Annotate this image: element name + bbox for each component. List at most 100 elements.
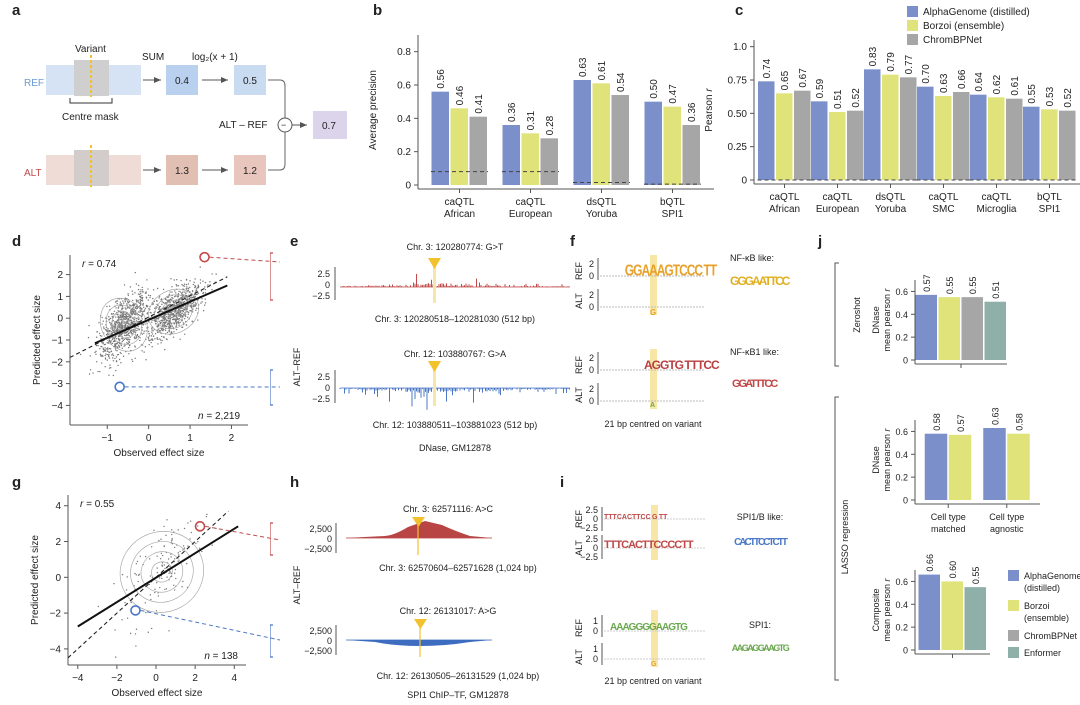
data-point: [115, 369, 117, 372]
data-point: [171, 296, 173, 299]
data-point: [199, 266, 201, 268]
data-point: [126, 617, 129, 619]
data-point: [132, 304, 134, 306]
data-point: [173, 589, 176, 591]
data-point: [137, 325, 139, 328]
data-point: [197, 292, 199, 295]
y-tick-label: 4: [55, 501, 61, 512]
data-point: [135, 305, 137, 308]
data-point: [126, 307, 128, 309]
data-point: [153, 300, 156, 303]
data-point: [117, 306, 120, 308]
bar: [935, 96, 952, 180]
bar: [970, 94, 987, 180]
data-point: [131, 330, 133, 332]
data-point: [177, 529, 179, 531]
x-axis-label: Observed effect size: [112, 688, 203, 699]
data-point: [114, 344, 116, 346]
data-point: [124, 307, 126, 309]
y-tick-label: 0: [903, 356, 908, 366]
data-point: [128, 304, 130, 306]
data-point: [120, 352, 122, 355]
data-point: [165, 534, 167, 537]
data-point: [195, 307, 198, 309]
data-point: [129, 316, 132, 319]
data-point: [134, 332, 137, 334]
data-point: [170, 553, 172, 555]
data-point: [169, 303, 172, 306]
i-row-label: ALT: [574, 649, 584, 665]
data-point: [183, 300, 185, 303]
data-point: [111, 354, 113, 356]
data-point: [181, 297, 184, 300]
data-point: [176, 278, 178, 281]
data-point: [201, 550, 203, 553]
x-tick-label: 2: [192, 673, 198, 684]
legend-swatch: [1008, 570, 1019, 581]
data-point: [167, 322, 169, 325]
x-tick-label: −1: [102, 433, 114, 444]
h-top-ytick: −2,500: [304, 544, 332, 554]
data-point: [171, 332, 173, 334]
f-bottom-variant-highlight: [650, 349, 657, 409]
bar: [502, 125, 520, 185]
x-tick-label: Cell type: [931, 512, 966, 522]
data-point: [137, 580, 139, 583]
x-tick-label: 4: [231, 673, 237, 684]
data-point: [158, 540, 160, 542]
data-point: [194, 293, 196, 296]
y-tick-label: 0: [405, 181, 411, 192]
i-ytick: 0: [593, 654, 598, 664]
data-point: [172, 336, 175, 338]
h-bottom-region: Chr. 12: 26130505–26131529 (1,024 bp): [377, 671, 540, 681]
data-point: [110, 313, 113, 315]
data-point: [146, 312, 149, 314]
data-point: [166, 331, 169, 334]
data-point: [141, 329, 143, 331]
data-point: [139, 309, 141, 312]
data-point: [115, 329, 118, 332]
y-tick-label: −1: [52, 336, 64, 347]
data-point: [112, 357, 114, 359]
data-point: [141, 294, 143, 297]
data-point: [189, 309, 191, 312]
bar-value-label: 0.62: [992, 74, 1003, 94]
data-point: [156, 317, 158, 319]
data-point: [120, 344, 123, 347]
data-point: [192, 283, 195, 286]
bar: [938, 297, 960, 360]
data-point: [187, 545, 189, 547]
bar-value-label: 0.57: [922, 274, 932, 292]
bar: [988, 97, 1005, 180]
data-point: [133, 329, 135, 331]
y-tick-label: −4: [50, 644, 62, 655]
data-point: [151, 331, 153, 333]
data-point: [137, 311, 140, 313]
data-point: [132, 299, 134, 302]
data-point: [169, 298, 172, 301]
data-point: [197, 525, 199, 527]
data-point: [131, 312, 133, 314]
y-tick-label: 1: [57, 292, 63, 303]
data-point: [175, 284, 177, 286]
bar-value-label: 0.28: [545, 115, 556, 135]
x-tick-label: matched: [931, 524, 966, 534]
alt-log-value: 1.2: [243, 166, 257, 177]
e-bottom-signal: [339, 387, 570, 410]
data-point: [156, 555, 158, 557]
data-point: [182, 291, 184, 293]
data-point: [135, 574, 138, 576]
data-point: [198, 547, 201, 549]
data-point: [142, 324, 144, 326]
x-tick-label: 1: [187, 433, 193, 444]
bar-value-label: 0.51: [991, 281, 1001, 299]
data-point: [195, 289, 197, 292]
f-ytick: 0: [589, 365, 594, 375]
data-point: [129, 332, 131, 334]
f-top-variant-highlight: [650, 255, 657, 315]
lasso-label: LASSO regression: [840, 500, 850, 575]
data-point: [194, 305, 196, 308]
data-point: [123, 316, 126, 318]
density-contour: [166, 305, 181, 318]
data-point: [169, 312, 172, 314]
